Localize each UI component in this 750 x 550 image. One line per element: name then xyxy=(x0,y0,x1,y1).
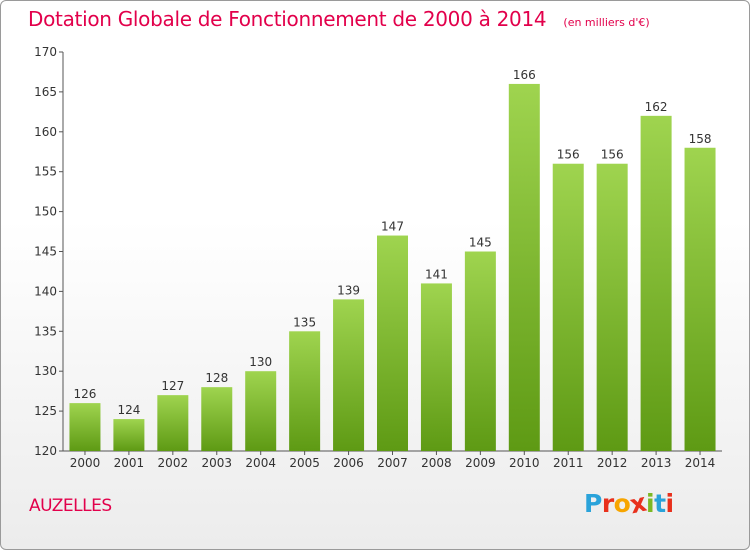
data-label: 126 xyxy=(74,387,97,401)
bar xyxy=(684,147,716,451)
y-tick-label: 145 xyxy=(34,245,57,259)
bar xyxy=(333,299,365,451)
bar xyxy=(69,403,101,451)
y-tick-label: 160 xyxy=(34,125,57,139)
data-label: 158 xyxy=(689,132,712,146)
x-tick-label: 2003 xyxy=(201,456,232,470)
x-tick-label: 2009 xyxy=(465,456,496,470)
data-label: 156 xyxy=(601,148,624,162)
logo-letter: r xyxy=(601,489,614,518)
data-label: 147 xyxy=(381,220,404,234)
data-label: 145 xyxy=(469,236,492,250)
data-label: 141 xyxy=(425,267,448,281)
x-tick-label: 2001 xyxy=(114,456,145,470)
bar xyxy=(289,331,321,451)
x-tick-label: 2008 xyxy=(421,456,452,470)
bar xyxy=(201,387,233,451)
proxiti-logo[interactable]: Proxiti xyxy=(584,488,675,520)
x-tick-label: 2014 xyxy=(685,456,716,470)
logo-letter: i xyxy=(665,489,675,518)
data-label: 166 xyxy=(513,68,536,82)
y-tick-label: 130 xyxy=(34,364,57,378)
data-label: 127 xyxy=(161,379,184,393)
x-tick-label: 2006 xyxy=(333,456,364,470)
bar xyxy=(245,371,277,451)
y-tick-label: 165 xyxy=(34,85,57,99)
x-tick-label: 2012 xyxy=(597,456,628,470)
title-row: Dotation Globale de Fonctionnement de 20… xyxy=(28,7,650,31)
y-tick-label: 120 xyxy=(34,444,57,458)
x-tick-label: 2010 xyxy=(509,456,540,470)
chart-subtitle: (en milliers d'€) xyxy=(563,16,650,29)
bar xyxy=(420,283,452,451)
logo-letter: i xyxy=(646,489,655,518)
x-tick-label: 2007 xyxy=(377,456,408,470)
bar xyxy=(596,163,628,451)
x-tick-label: 2005 xyxy=(289,456,320,470)
data-label: 156 xyxy=(557,148,580,162)
y-tick-label: 125 xyxy=(34,404,57,418)
logo-letter: o xyxy=(613,489,631,518)
bar xyxy=(113,419,145,451)
bar xyxy=(157,395,189,451)
x-tick-label: 2002 xyxy=(158,456,189,470)
x-tick-label: 2013 xyxy=(641,456,672,470)
bar xyxy=(640,115,672,451)
bar xyxy=(377,235,408,451)
chart-title: Dotation Globale de Fonctionnement de 20… xyxy=(28,7,547,31)
logo-letter: t xyxy=(654,489,666,518)
data-label: 124 xyxy=(117,403,140,417)
data-label: 135 xyxy=(293,315,316,329)
data-label: 128 xyxy=(205,371,228,385)
y-tick-label: 170 xyxy=(34,45,57,59)
logo-letter: P xyxy=(584,489,602,518)
x-tick-label: 2004 xyxy=(245,456,276,470)
y-tick-label: 140 xyxy=(34,284,57,298)
y-tick-label: 155 xyxy=(34,165,57,179)
x-tick-label: 2011 xyxy=(553,456,584,470)
bar xyxy=(552,163,584,451)
y-tick-label: 150 xyxy=(34,205,57,219)
y-tick-label: 135 xyxy=(34,324,57,338)
x-tick-label: 2000 xyxy=(70,456,101,470)
data-label: 139 xyxy=(337,283,360,297)
data-label: 130 xyxy=(249,355,272,369)
bar xyxy=(464,251,496,451)
data-label: 162 xyxy=(645,100,668,114)
commune-name: AUZELLES xyxy=(29,496,112,516)
bar xyxy=(508,83,540,452)
